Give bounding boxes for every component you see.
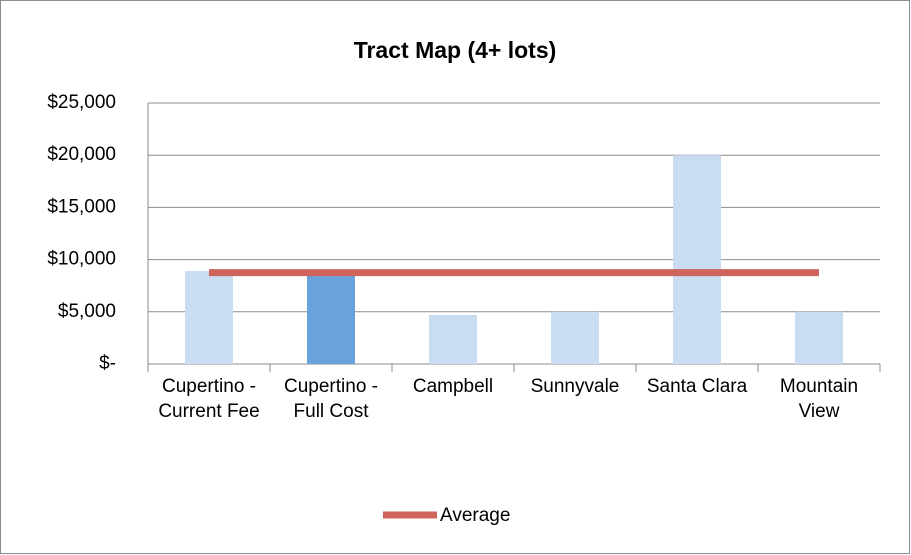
y-tick-label: $20,000 [47, 144, 116, 165]
y-tick-label: $25,000 [47, 92, 116, 113]
x-tick-label: Mountain View [779, 376, 859, 422]
legend-label: Average [440, 505, 510, 526]
y-tick-label: $5,000 [58, 301, 116, 322]
x-tick-label: Sunnyvale [530, 376, 620, 397]
bar [307, 271, 355, 364]
x-tick-label: Santa Clara [646, 376, 748, 397]
chart-title: Tract Map (4+ lots) [354, 37, 557, 63]
bar [673, 155, 721, 364]
y-tick-label: $- [99, 353, 116, 374]
y-tick-label: $10,000 [47, 249, 116, 270]
x-tick-label: Cupertino - Current Fee [158, 376, 260, 422]
bar [551, 311, 599, 364]
x-tick-label: Cupertino - Full Cost [284, 376, 378, 422]
bar [795, 311, 843, 364]
bar [429, 314, 477, 364]
y-tick-label: $15,000 [47, 196, 116, 217]
bar [185, 271, 233, 364]
x-tick-label: Campbell [412, 376, 494, 397]
